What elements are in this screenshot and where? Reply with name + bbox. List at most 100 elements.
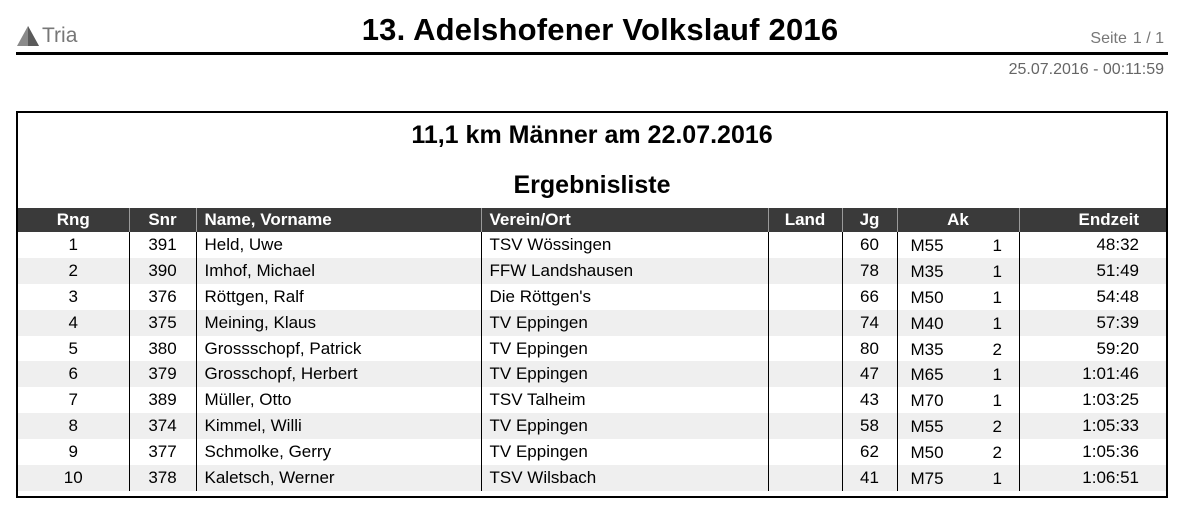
table-row: 1 391 Held, Uwe TSV Wössingen 60 M55 1 48:32 [18,232,1166,258]
start-number-cell: 374 [129,413,197,440]
age-class-label: M65 [910,365,944,385]
birth-year-cell: 74 [842,309,898,336]
start-number-cell: 391 [129,232,197,258]
finish-time-cell: 1:05:36 [1082,442,1139,462]
table-row: 5 380 Grossschopf, Patrick TV Eppingen 80 M35… [18,335,1166,362]
club-cell: TV Eppingen [481,335,769,362]
country-cell [768,361,843,388]
start-number-cell: 375 [129,309,197,336]
name-cell: Grosschopf, Herbert [196,361,482,388]
col-header-name: Name, Vorname [196,208,482,232]
page-label: Seite [1090,30,1127,47]
table-row: 8 374 Kimmel, Willi TV Eppingen 58 M55 2 1:05:3… [18,413,1166,440]
col-header-rank: Rng [18,208,130,232]
name-cell: Held, Uwe [196,232,482,258]
rank-cell: 7 [18,387,130,414]
age-class-cell: M55 2 [897,413,1020,440]
birth-year-cell: 78 [842,257,898,284]
age-class-cell: M70 1 [897,387,1020,414]
age-class-place: 1 [992,313,1002,333]
birth-year-cell: 80 [842,335,898,362]
triangle-logo-icon [17,26,39,46]
rank-cell: 10 [18,465,130,491]
age-class-label: M35 [910,261,944,281]
col-header-time: Endzeit [1019,208,1166,232]
finish-time-cell: 57:39 [1019,309,1166,336]
country-cell [768,232,843,258]
table-row: 10 378 Kaletsch, Werner TSV Wilsbach 41 M75 1 1… [18,465,1166,491]
page-indicator: Seite 1 / 1 [1090,30,1164,48]
country-cell [768,465,843,491]
results-box: 11,1 km Männer am 22.07.2016 Ergebnislis… [16,111,1168,498]
name-cell: Röttgen, Ralf [196,283,482,310]
start-number-cell: 390 [129,257,197,284]
name-cell: Schmolke, Gerry [196,439,482,466]
birth-year-cell: 47 [842,361,898,388]
birth-year-cell: 62 [842,439,898,466]
start-number-cell: 378 [129,465,197,491]
country-cell [768,439,843,466]
age-class-place: 1 [992,391,1002,411]
event-title: 13. Adelshofener Volkslauf 2016 [361,12,839,47]
age-class-label: M50 [910,287,944,307]
club-cell: TV Eppingen [481,309,769,336]
age-class-label: M70 [910,391,944,411]
birth-year-cell: 41 [842,465,898,491]
name-cell: Grossschopf, Patrick [196,335,482,362]
rank-cell: 6 [18,361,130,388]
col-header-ak: Ak [897,208,1020,232]
tria-logo: Tria [16,22,77,50]
rank-cell: 1 [18,232,130,258]
col-header-snr: Snr [129,208,197,232]
age-class-label: M75 [910,469,944,489]
age-class-place: 2 [992,339,1002,359]
start-number-cell: 376 [129,283,197,310]
age-class-label: M50 [910,443,944,463]
finish-time-cell: 1:05:33 [1019,413,1166,440]
age-class-cell: M40 1 [897,309,1020,336]
birth-year-cell: 66 [842,283,898,310]
finish-time-cell: 1:01:46 [1019,361,1166,388]
age-class-label: M40 [910,313,944,333]
start-number-cell: 389 [129,387,197,414]
birth-year-cell: 58 [842,413,898,440]
start-number-cell: 379 [129,361,197,388]
club-cell: TV Eppingen [481,413,769,440]
table-row: 3 376 Röttgen, Ralf Die Röttgen's 66 M50 1 54:4… [18,283,1166,310]
age-class-cell: M35 1 [897,257,1020,284]
age-class-place: 1 [992,261,1002,281]
name-cell: Kimmel, Willi [196,413,482,440]
country-cell [768,387,843,414]
finish-time-cell: 1:06:51 [1019,465,1166,491]
table-row: 9 377 Schmolke, Gerry TV Eppingen 62 M50 2 1:05… [18,439,1166,466]
name-cell: Müller, Otto [196,387,482,414]
col-header-club: Verein/Ort [481,208,769,232]
rank-cell: 5 [18,335,130,362]
club-cell: Die Röttgen's [481,283,769,310]
club-cell: TV Eppingen [481,361,769,388]
finish-time-cell: 48:32 [1096,234,1139,254]
rank-cell: 3 [18,283,130,310]
page-number: 1 / 1 [1132,30,1164,47]
club-cell: TSV Talheim [481,387,769,414]
age-class-cell: M75 1 [897,465,1020,491]
col-header-land: Land [768,208,843,232]
country-cell [768,257,843,284]
country-cell [768,283,843,310]
rank-cell: 8 [18,413,130,440]
age-class-place: 2 [992,443,1002,463]
race-title: 11,1 km Männer am 22.07.2016 [411,121,773,149]
country-cell [768,335,843,362]
club-cell: TSV Wilsbach [481,465,769,491]
results-table: Rng Snr Name, Vorname Verein/Ort Land Jg… [18,208,1166,491]
rank-cell: 2 [18,257,130,284]
age-class-cell: M50 1 [897,283,1020,310]
birth-year-cell: 60 [842,232,898,258]
age-class-cell: M55 1 [897,232,1020,258]
club-cell: FFW Landshausen [481,257,769,284]
finish-time-cell: 54:48 [1096,286,1139,306]
name-cell: Kaletsch, Werner [196,465,482,491]
club-cell: TV Eppingen [481,439,769,466]
name-cell: Meining, Klaus [196,309,482,336]
club-cell: TSV Wössingen [481,232,769,258]
